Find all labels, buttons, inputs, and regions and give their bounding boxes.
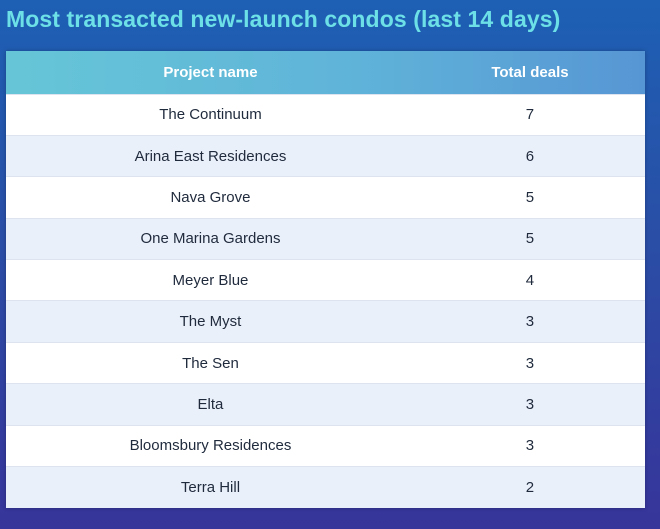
total-deals-cell: 3 [414,341,645,384]
project-name-cell: Terra Hill [6,466,415,508]
table-body: The Continuum 7 Arina East Residences 6 Nava… [6,93,645,508]
project-name-cell: The Sen [6,341,415,384]
total-deals-cell: 5 [414,217,645,260]
project-name-cell: Nava Grove [6,176,415,219]
table-row: The Myst 3 [6,300,645,343]
project-name-cell: Elta [6,383,415,426]
table-row: Arina East Residences 6 [6,134,645,177]
table-header: Project name Total deals [6,51,645,94]
total-deals-cell: 5 [414,176,645,219]
total-deals-cell: 2 [414,466,645,508]
table-row: Elta 3 [6,383,645,426]
column-header-project-name: Project name [163,63,258,81]
table-row: One Marina Gardens 5 [6,217,645,260]
table-row: Meyer Blue 4 [6,259,645,301]
deals-table: Project name Total deals The Continuum 7 A… [6,51,645,508]
project-name-cell: One Marina Gardens [6,217,415,260]
column-header-total-deals: Total deals [491,63,569,81]
table-row: Bloomsbury Residences 3 [6,424,645,467]
total-deals-cell: 6 [414,134,645,177]
project-name-cell: The Myst [6,300,415,343]
total-deals-cell: 7 [414,93,645,136]
project-name-cell: Meyer Blue [6,259,415,301]
total-deals-cell: 3 [414,383,645,426]
table-row: Terra Hill 2 [6,466,645,508]
total-deals-cell: 4 [414,259,645,301]
total-deals-cell: 3 [414,424,645,467]
chart-title: Most transacted new-launch condos (last … [6,6,561,32]
project-name-cell: Bloomsbury Residences [6,424,415,467]
deals-table-container: Project name Total deals The Continuum 7 A… [6,51,645,508]
table-row: The Continuum 7 [6,93,645,136]
table-row: The Sen 3 [6,341,645,384]
project-name-cell: The Continuum [6,93,415,136]
project-name-cell: Arina East Residences [6,134,415,177]
table-row: Nava Grove 5 [6,176,645,219]
header-row: Project name Total deals [6,51,645,94]
total-deals-cell: 3 [414,300,645,343]
